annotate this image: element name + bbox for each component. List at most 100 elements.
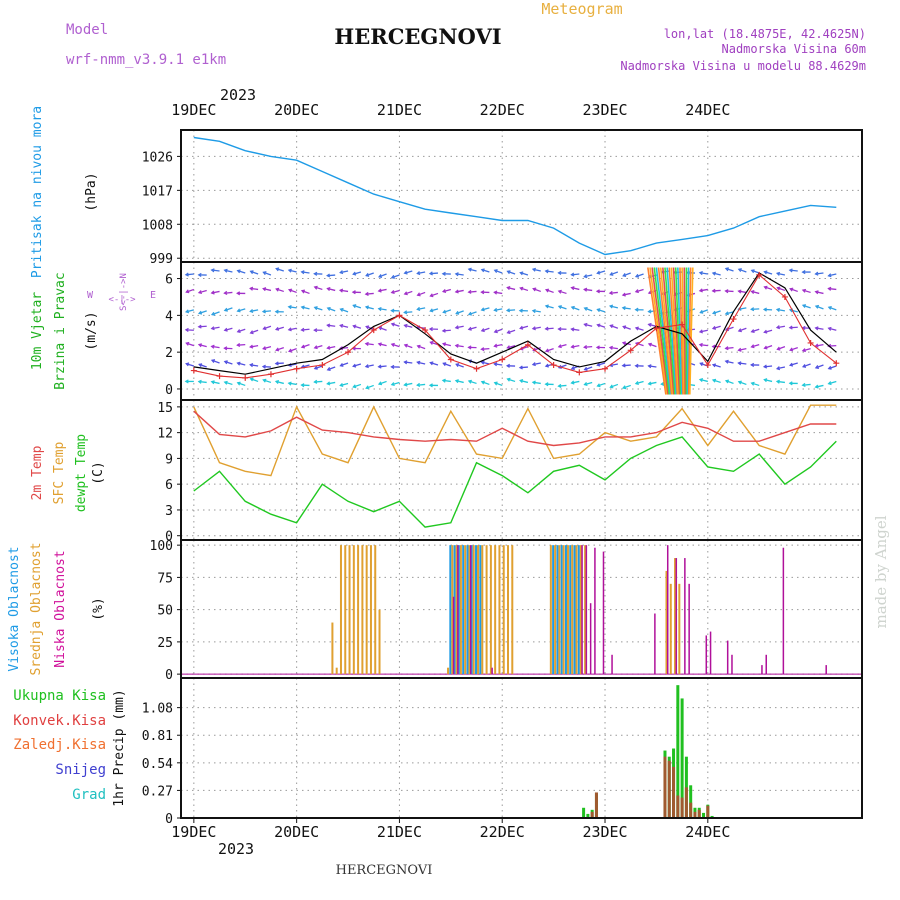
wind-arrow	[776, 366, 786, 370]
wind-arrow-head	[480, 290, 485, 295]
wind-arrow	[391, 274, 400, 279]
pressure-ytick-label: 1008	[142, 218, 173, 233]
precip-conv-bar	[689, 802, 693, 818]
wind-arrow	[353, 383, 362, 388]
wind-arrow-head	[750, 307, 755, 312]
wind-arrow	[558, 305, 567, 310]
wind-arrow-head	[698, 342, 703, 347]
wind-arrow	[622, 272, 631, 277]
wind-arrow-head	[634, 380, 639, 385]
wind-arrow	[828, 287, 837, 291]
wind-speed-marker	[704, 362, 711, 369]
wind-arrow-head	[737, 289, 742, 294]
wind-arrow	[802, 348, 811, 352]
wind-arrow-head	[493, 381, 498, 386]
pressure-ytick-label: 999	[150, 252, 173, 267]
wind-arrow-head	[454, 325, 459, 330]
wind-arrow-head	[210, 359, 216, 363]
wind-arrow-head	[505, 308, 511, 313]
wind-arrow	[301, 364, 310, 368]
wind-arrow	[314, 380, 323, 383]
wind-arrow	[327, 287, 336, 292]
wind-arrow-head	[827, 273, 832, 278]
wind-arrow-head	[184, 309, 190, 314]
wind-arrow	[571, 345, 580, 348]
top-day-label: 19DEC	[171, 101, 216, 119]
wind-arrow	[609, 291, 618, 294]
wind-arrow-head	[608, 304, 614, 309]
wind-arrow-head	[545, 348, 550, 353]
wind-arrow	[455, 363, 464, 368]
wind-arrow-head	[724, 346, 729, 351]
wind-arrow	[828, 327, 837, 331]
wind-arrow	[198, 380, 207, 384]
wind-arrow-head	[480, 268, 485, 273]
precip-panel-bg	[181, 678, 862, 818]
wind-arrow	[455, 344, 464, 348]
top-day-label: 22DEC	[480, 101, 525, 119]
wind-arrow	[802, 383, 811, 386]
wind-arrow	[276, 347, 285, 351]
cloud-mid-bar	[339, 545, 342, 675]
meteogram-label: Meteogram	[541, 0, 622, 18]
cloud-high-bar	[573, 545, 576, 675]
wind-arrow	[609, 346, 618, 350]
sfc-title: SFC Temp	[52, 442, 67, 505]
pressure-title: Pritisak na nivou mora	[30, 106, 45, 278]
cloud-low-bar	[731, 654, 733, 675]
precip-total-bar	[710, 815, 714, 818]
wind-arrow-head	[776, 346, 781, 351]
precip-total-bar	[676, 685, 680, 818]
wind-arrow-head	[596, 362, 601, 367]
wind-arrow-head	[223, 290, 228, 296]
wind-arrow-head	[827, 381, 832, 386]
wind-arrow	[507, 378, 516, 383]
top-day-label: 20DEC	[274, 101, 319, 119]
wind-arrow-head	[236, 381, 241, 386]
wind-arrow-head	[300, 270, 305, 275]
wind-arrow-head	[274, 326, 280, 331]
wind-arrow	[353, 304, 362, 309]
wind-arrow-head	[300, 289, 306, 294]
temp-unit: (C)	[91, 461, 106, 484]
wind-arrow	[391, 323, 400, 327]
wind-arrow	[815, 343, 824, 347]
wind-arrow-head	[583, 322, 588, 327]
model-altitude-label: Nadmorska Visina u modelu 88.4629m	[620, 59, 866, 73]
dew-title: dewpt Temp	[74, 434, 89, 512]
wind-arrow	[532, 268, 541, 272]
model-label: Model	[66, 22, 108, 38]
wind-arrow-head	[583, 381, 588, 386]
wind-arrow-head	[313, 345, 318, 350]
cloud-mid-bar	[554, 545, 557, 675]
precip-conv-bar	[594, 792, 598, 818]
wind-arrow-head	[365, 385, 370, 390]
wind-arrow	[725, 360, 734, 364]
wind-speed-marker	[807, 339, 814, 346]
wind-arrow-head	[338, 346, 344, 351]
wind-arrow-head	[724, 311, 729, 316]
wind-arrow	[404, 344, 413, 349]
cloud-high-bar	[560, 545, 563, 675]
wind-arrow-head	[557, 383, 562, 388]
wind-arrow	[198, 310, 207, 315]
wind-arrow-head	[596, 308, 601, 313]
wind-arrow-head	[595, 345, 600, 350]
wind-arrow	[520, 379, 529, 384]
wind-arrow-head	[428, 271, 433, 276]
wind-arrow	[365, 342, 374, 346]
cloud-low-bar	[585, 545, 588, 675]
wind-arrow	[429, 272, 439, 275]
wind-arrow	[391, 289, 400, 294]
wind-arrow-head	[274, 361, 279, 366]
wind-arrow	[224, 360, 233, 365]
wind-arrow	[353, 325, 362, 329]
precip-conv-bar	[693, 811, 697, 818]
wind-arrow-head	[621, 306, 626, 311]
wind-arrow-head	[505, 363, 510, 368]
wind-arrow	[507, 345, 516, 349]
wind-arrow-head	[377, 342, 382, 347]
cloud-mid-bar	[511, 545, 514, 675]
cloud-mid-bar	[447, 667, 450, 675]
wind-arrow-head	[814, 384, 819, 389]
